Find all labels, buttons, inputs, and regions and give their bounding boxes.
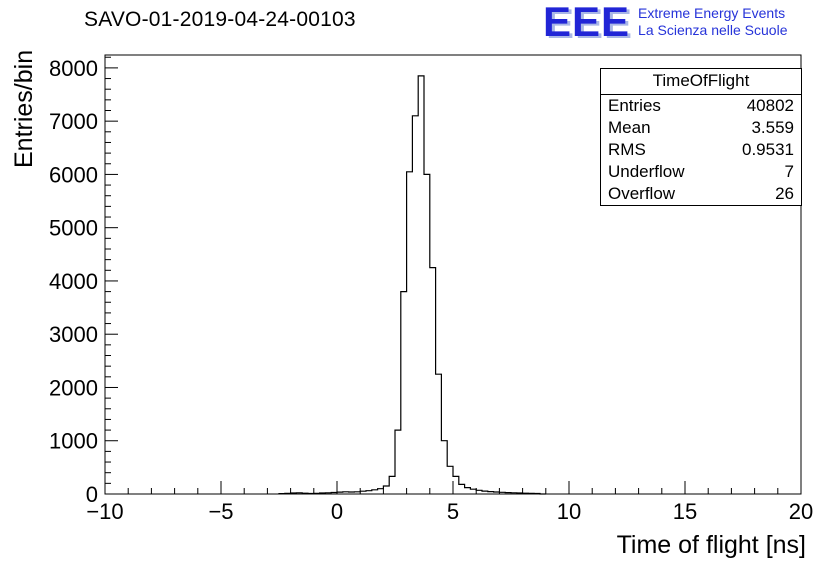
x-tick-label: 15	[673, 499, 697, 524]
x-tick-label: −5	[208, 499, 233, 524]
x-tick-label: −10	[86, 499, 123, 524]
stats-row: Underflow 7	[601, 161, 801, 183]
y-tick-label: 6000	[49, 162, 98, 187]
stats-row-label: Mean	[608, 118, 651, 137]
x-tick-label: 20	[789, 499, 813, 524]
x-tick-label: 10	[557, 499, 581, 524]
y-tick-label: 7000	[49, 109, 98, 134]
y-tick-label: 8000	[49, 56, 98, 81]
histogram-line	[278, 75, 546, 495]
stats-row: Overflow 26	[601, 183, 801, 205]
y-tick-label: 4000	[49, 269, 98, 294]
stats-row-value: 0.9531	[742, 140, 794, 159]
stats-row-label: RMS	[608, 140, 646, 159]
y-tick-label: 5000	[49, 216, 98, 241]
eee-logo: EEE Extreme Energy Events La Scienza nel…	[543, 0, 787, 45]
stats-row: RMS 0.9531	[601, 139, 801, 161]
y-tick-label: 3000	[49, 322, 98, 347]
logo-line1: Extreme Energy Events	[638, 5, 786, 21]
y-tick-label: 0	[86, 482, 98, 507]
y-axis-title: Entries/bin	[10, 49, 38, 168]
stats-row-value: 40802	[746, 96, 794, 115]
stats-row: Mean 3.559	[601, 117, 801, 139]
stats-row-label: Entries	[608, 96, 661, 115]
stats-row-value: 26	[775, 184, 794, 203]
x-axis-title: Time of flight [ns]	[616, 531, 806, 559]
stats-box: TimeOfFlight Entries 40802 Mean 3.559 RMS 0.9…	[600, 68, 802, 206]
eee-logo-acronym: EEE	[543, 0, 631, 45]
stats-row-label: Underflow	[608, 162, 685, 181]
x-tick-label: 5	[447, 499, 459, 524]
eee-logo-text: Extreme Energy Events La Scienza nelle S…	[638, 2, 787, 39]
stats-title: TimeOfFlight	[601, 69, 801, 95]
stats-row-value: 3.559	[751, 118, 794, 137]
x-tick-label: 0	[331, 499, 343, 524]
y-tick-label: 1000	[49, 429, 98, 454]
stats-row-label: Overflow	[608, 184, 676, 203]
stats-rows: Entries 40802 Mean 3.559 RMS 0.9531 Underflow 7…	[601, 95, 801, 205]
logo-line2: La Scienza nelle Scuole	[638, 22, 788, 38]
stats-row: Entries 40802	[601, 95, 801, 117]
stats-row-value: 7	[784, 162, 794, 181]
plot-title: SAVO-01-2019-04-24-00103	[84, 8, 356, 31]
y-tick-label: 2000	[49, 375, 98, 400]
